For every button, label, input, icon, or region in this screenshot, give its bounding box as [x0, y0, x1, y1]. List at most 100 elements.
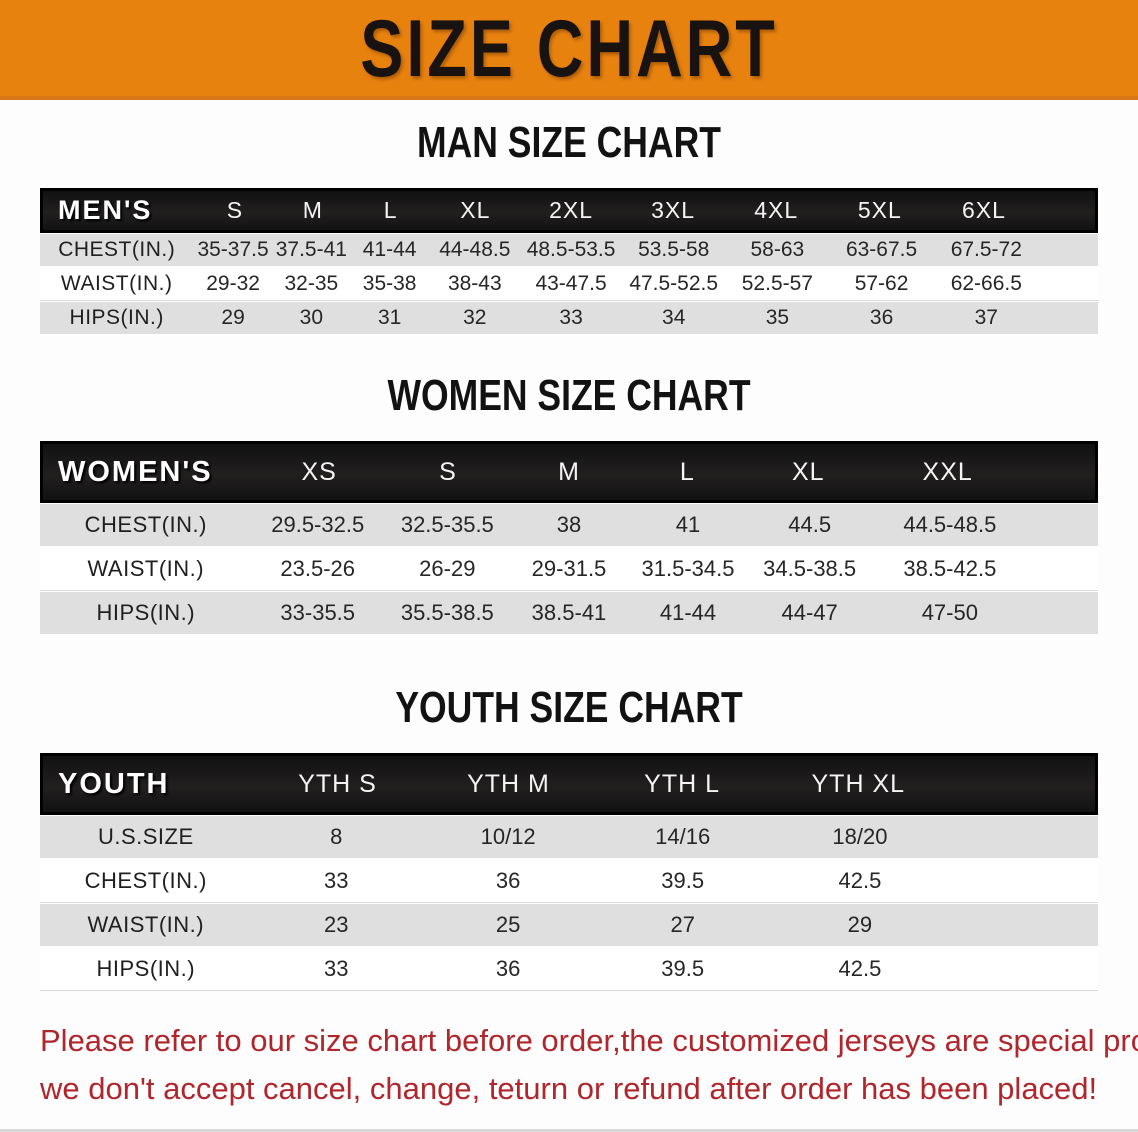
row-label: HIPS(IN.) [96, 600, 196, 625]
column-header: M [302, 197, 323, 223]
row-label: WAIST(IN.) [60, 271, 173, 295]
youth-group-label: YOUTH [58, 767, 170, 800]
table-cell: 37.5-41 [275, 238, 347, 261]
women-section-title: WOMEN SIZE CHART [387, 371, 751, 420]
men-section-title: MAN SIZE CHART [417, 118, 721, 167]
row-label: WAIST(IN.) [87, 912, 205, 937]
table-cell: 38 [556, 512, 582, 537]
row-label: CHEST(IN.) [84, 867, 207, 893]
table-cell: 58-63 [750, 238, 805, 261]
table-cell: 57-62 [854, 271, 909, 295]
section-youth: YOUTH SIZE CHART YOUTH YTH S YTH M YTH L YTH… [0, 683, 1138, 991]
table-row: U.S.SIZE 8 10/12 14/16 18/20 [40, 815, 1098, 859]
table-cell: 35 [765, 306, 790, 329]
column-header: S [439, 457, 457, 486]
table-cell: 67.5-72 [950, 238, 1022, 261]
men-header-row: MEN'S S M L XL 2XL 3XL 4XL 5XL 6XL [40, 188, 1098, 233]
table-cell: 41-44 [362, 238, 417, 261]
table-cell: 43-47.5 [535, 271, 607, 295]
table-cell: 44-47 [781, 600, 838, 625]
table-row: CHEST(IN.) 29.5-32.5 32.5-35.5 38 41 44.5 44.5… [40, 503, 1098, 547]
table-cell: 47.5-52.5 [629, 271, 719, 295]
row-label: HIPS(IN.) [69, 306, 164, 329]
disclaimer-line-2: we don't accept cancel, change, teturn o… [40, 1071, 1098, 1106]
table-cell: 42.5 [838, 955, 882, 981]
women-header-row: WOMEN'S XS S M L XL XXL [40, 441, 1098, 503]
table-row: HIPS(IN.) 29 30 31 32 33 34 35 36 37 [40, 301, 1098, 335]
table-cell: 36 [495, 955, 521, 981]
table-cell: 32-35 [284, 271, 339, 295]
table-cell: 35-37.5 [197, 238, 269, 261]
row-label: HIPS(IN.) [96, 955, 196, 981]
column-header: XXL [922, 457, 973, 486]
table-cell: 29-31.5 [531, 555, 607, 581]
table-cell: 26-29 [419, 555, 476, 581]
column-header: 3XL [651, 197, 696, 223]
youth-size-table: YOUTH YTH S YTH M YTH L YTH XL U.S.SIZE 8 10/12… [40, 753, 1098, 991]
table-cell: 23.5-26 [280, 555, 356, 581]
row-label: WAIST(IN.) [87, 555, 205, 581]
table-cell: 34 [662, 306, 686, 329]
column-header: 5XL [857, 197, 902, 223]
youth-section-title: YOUTH SIZE CHART [395, 683, 743, 732]
table-cell: 31.5-34.5 [641, 555, 735, 581]
table-cell: 37 [974, 306, 998, 329]
table-cell: 32 [463, 306, 487, 329]
row-label: U.S.SIZE [97, 824, 194, 849]
women-size-table: WOMEN'S XS S M L XL XXL CHEST(IN.) 29.5-32.5 32.5… [40, 441, 1098, 635]
table-cell: 38-43 [447, 271, 502, 295]
column-header: S [226, 197, 244, 223]
table-cell: 35.5-38.5 [400, 600, 494, 625]
table-cell: 38.5-42.5 [903, 555, 997, 581]
table-row: WAIST(IN.) 23.5-26 26-29 29-31.5 31.5-34.5 34… [40, 547, 1098, 591]
column-header: M [558, 457, 580, 486]
table-cell: 33 [323, 955, 349, 981]
table-cell: 36 [869, 306, 894, 329]
column-header: XS [301, 457, 337, 486]
table-cell: 47-50 [921, 600, 978, 625]
disclaimer: Please refer to our size chart before or… [40, 1017, 1138, 1113]
table-row: HIPS(IN.) 33 36 39.5 42.5 [40, 947, 1098, 991]
column-header: YTH S [298, 769, 377, 798]
column-header: YTH L [644, 769, 720, 798]
table-cell: 10/12 [480, 824, 536, 849]
table-cell: 31 [377, 306, 402, 329]
column-header: L [383, 197, 398, 223]
table-cell: 29 [221, 306, 245, 329]
table-cell: 33 [323, 867, 349, 893]
table-cell: 23 [323, 912, 349, 937]
women-group-label: WOMEN'S [58, 455, 213, 488]
table-cell: 36 [495, 867, 521, 893]
table-cell: 35-38 [362, 271, 417, 295]
table-cell: 27 [670, 912, 695, 937]
table-cell: 29-32 [206, 271, 260, 295]
column-header: L [679, 457, 695, 486]
table-row: CHEST(IN.) 33 36 39.5 42.5 [40, 859, 1098, 903]
table-row: WAIST(IN.) 29-32 32-35 35-38 38-43 43-47.5 47.… [40, 267, 1098, 301]
men-size-table: MEN'S S M L XL 2XL 3XL 4XL 5XL 6XL CHEST(IN.) 35-37… [40, 188, 1098, 335]
table-cell: 29 [847, 912, 873, 937]
table-cell: 33-35.5 [280, 600, 356, 625]
banner-title: SIZE CHART [360, 2, 778, 94]
table-cell: 34.5-38.5 [763, 555, 857, 581]
table-cell: 44.5 [788, 512, 832, 537]
table-cell: 41 [675, 512, 701, 537]
column-header: YTH M [467, 769, 550, 798]
table-cell: 18/20 [832, 824, 888, 849]
table-cell: 53.5-58 [638, 238, 710, 261]
table-cell: 14/16 [655, 824, 711, 849]
table-cell: 63-67.5 [845, 238, 918, 261]
column-header: 4XL [754, 197, 799, 223]
section-men: MAN SIZE CHART MEN'S S M L XL 2XL 3XL 4XL 5XL 6XL… [0, 118, 1138, 335]
table-cell: 41-44 [659, 600, 717, 625]
column-header: XL [460, 197, 491, 223]
table-cell: 52.5-57 [741, 271, 813, 295]
table-cell: 32.5-35.5 [400, 512, 494, 537]
table-cell: 30 [299, 306, 324, 329]
column-header: YTH XL [811, 769, 906, 798]
row-label: CHEST(IN.) [84, 512, 207, 537]
table-cell: 8 [330, 824, 343, 849]
table-cell: 39.5 [661, 867, 705, 893]
disclaimer-line-1: Please refer to our size chart before or… [40, 1023, 1138, 1058]
table-row: WAIST(IN.) 23 25 27 29 [40, 903, 1098, 947]
